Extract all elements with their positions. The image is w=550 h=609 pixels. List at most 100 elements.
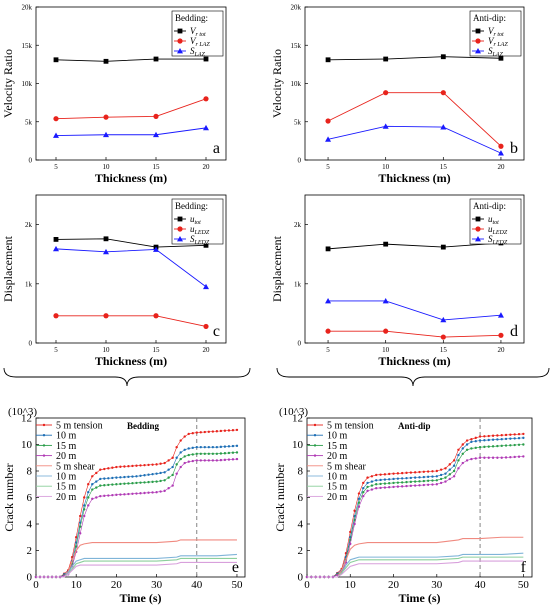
y-tick-label: 2k <box>25 221 33 229</box>
legend-entry: 5 m tension <box>327 421 374 432</box>
data-point <box>400 477 404 480</box>
data-point <box>135 481 138 485</box>
y-tick-label: 5k <box>25 118 33 126</box>
data-point <box>167 459 170 462</box>
legend-entry: Vr LAZ <box>190 36 210 48</box>
data-point <box>483 456 486 459</box>
data-point <box>383 482 387 485</box>
data-point <box>155 463 158 466</box>
data-point <box>470 447 473 450</box>
data-point <box>155 480 158 483</box>
data-point <box>235 457 239 461</box>
series-line <box>36 553 237 578</box>
data-point <box>435 483 439 486</box>
data-point <box>362 491 365 494</box>
data-point <box>439 473 443 477</box>
data-point <box>123 465 126 468</box>
data-point <box>474 446 477 450</box>
data-point <box>362 494 365 498</box>
legend-swatch-marker <box>313 423 317 427</box>
data-point <box>500 456 503 459</box>
data-point <box>119 493 122 496</box>
y-axis-label: Displacement <box>270 235 284 302</box>
data-point <box>362 481 365 485</box>
y-tick-label: 0 <box>27 572 33 584</box>
series-line <box>55 58 206 62</box>
data-point <box>325 136 332 142</box>
data-point <box>163 461 166 465</box>
series-line <box>307 560 524 578</box>
series-3 <box>53 124 209 138</box>
data-point <box>95 486 98 489</box>
data-point <box>187 460 190 463</box>
data-point <box>517 443 521 446</box>
data-point <box>366 485 369 489</box>
legend-entry: 10 m <box>327 431 348 442</box>
data-point <box>375 487 378 490</box>
data-point <box>139 474 142 477</box>
data-point <box>53 132 59 138</box>
data-point <box>179 439 182 442</box>
legend-title: Anti-dip: <box>473 201 506 211</box>
data-point <box>111 466 114 469</box>
x-tick-label: 15 <box>153 163 161 171</box>
data-point <box>203 124 209 131</box>
data-point <box>179 451 182 454</box>
data-point <box>496 438 499 441</box>
data-point <box>509 456 512 459</box>
legend-swatch-marker <box>177 28 183 34</box>
data-point <box>231 458 235 461</box>
series-line <box>328 300 501 321</box>
y-tick-label: 0 <box>298 340 302 348</box>
data-point <box>440 54 446 60</box>
data-point <box>219 458 223 462</box>
series-2 <box>34 444 239 579</box>
data-point <box>151 491 154 494</box>
data-point <box>91 488 94 491</box>
data-point <box>325 328 331 334</box>
panel-label: e <box>232 559 239 576</box>
data-point <box>111 493 114 497</box>
data-point <box>191 453 194 456</box>
data-point <box>418 476 421 479</box>
series-line <box>307 536 524 578</box>
data-point <box>504 444 508 447</box>
data-point <box>383 486 387 489</box>
legend-swatch-marker <box>475 216 481 222</box>
data-point <box>496 456 499 459</box>
series-line <box>36 561 237 578</box>
legend-entry: Vr tot <box>488 26 504 38</box>
data-point <box>159 479 162 483</box>
y-axis-label: Velocity Ratio <box>270 49 284 118</box>
data-point <box>95 496 98 499</box>
legend-entry: 15 m <box>56 441 77 452</box>
data-point <box>131 492 134 495</box>
data-point <box>440 316 447 323</box>
data-point <box>187 453 190 457</box>
data-point <box>496 444 499 448</box>
data-point <box>504 433 508 437</box>
data-point <box>349 542 352 546</box>
data-point <box>143 463 146 467</box>
data-point <box>513 455 516 459</box>
series-2 <box>53 96 209 122</box>
data-point <box>325 118 331 124</box>
data-point <box>111 483 114 486</box>
data-point <box>498 332 504 338</box>
x-tick-label: 30 <box>431 579 443 591</box>
data-point <box>461 447 464 450</box>
legend-swatch-marker <box>177 216 183 222</box>
data-point <box>219 452 223 455</box>
data-point <box>99 477 102 481</box>
legend-entry: 20 m <box>56 492 77 503</box>
data-point <box>87 491 90 494</box>
data-point <box>513 433 516 436</box>
data-point <box>143 481 146 484</box>
data-point <box>139 464 142 467</box>
data-point <box>325 297 332 304</box>
series-7 <box>307 556 524 578</box>
data-point <box>465 439 469 442</box>
legend-entry: SLAZ <box>488 46 504 58</box>
data-point <box>207 445 211 449</box>
